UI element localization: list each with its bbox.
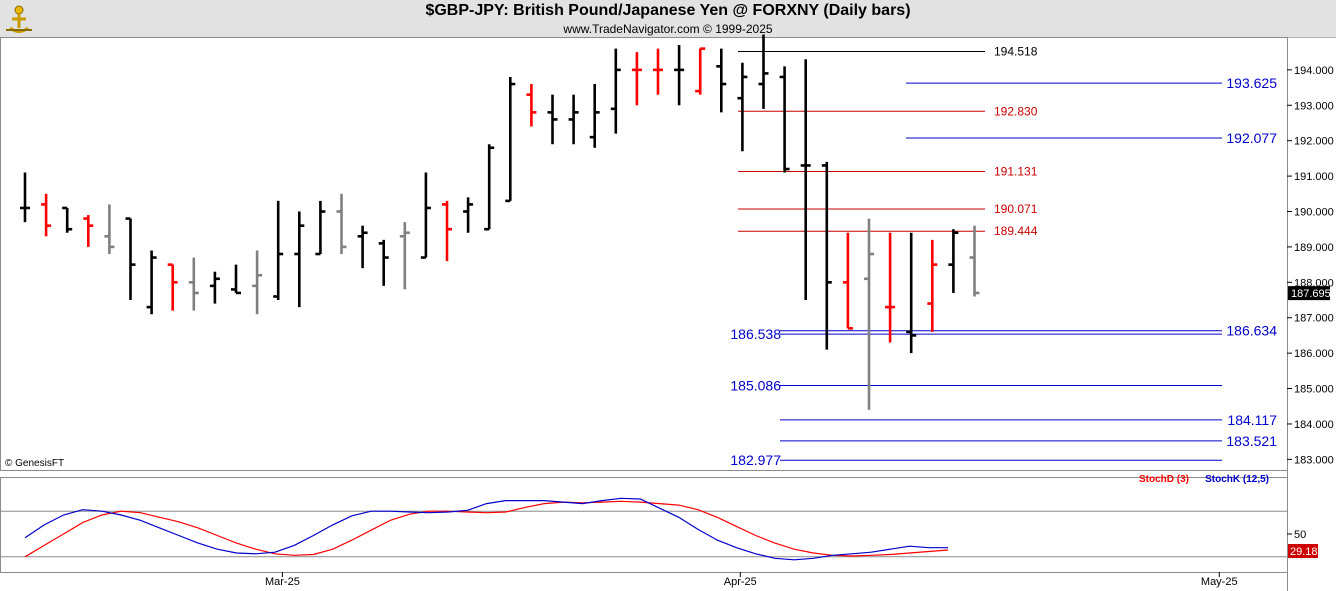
ohlc-bar (800, 59, 811, 301)
ohlc-bar (737, 62, 748, 152)
ohlc-bar (842, 232, 853, 330)
level-label: 183.521 (1226, 433, 1277, 449)
copyright-note: © GenesisFT (5, 458, 65, 469)
ohlc-bar (315, 200, 326, 256)
ohlc-bar (463, 197, 474, 233)
ohlc-bar (125, 217, 136, 301)
ohlc-bar (83, 215, 94, 247)
date-tick-label: Apr-25 (724, 576, 757, 588)
ohlc-bar (779, 66, 790, 173)
level-label: 192.830 (994, 104, 1038, 118)
price-tick-label: 183.000 (1294, 454, 1334, 466)
stochastic-panel: 50 StochD (3) StochK (12,5) 29.18 (0, 474, 1318, 561)
stoch-last-box (1288, 544, 1318, 558)
ohlc-bar (209, 271, 220, 304)
logo-icon (2, 2, 36, 34)
ohlc-bar (336, 193, 347, 254)
ohlc-bar (399, 222, 410, 290)
ohlc-bar (104, 204, 115, 254)
ohlc-bar (505, 76, 516, 203)
price-axis: 183.000184.000185.000186.000187.000188.0… (1287, 65, 1334, 466)
stoch-tick-label: 50 (1294, 529, 1306, 541)
last-price-box (1288, 286, 1330, 301)
level-label: 189.444 (994, 224, 1038, 238)
chart-title: $GBP-JPY: British Pound/Japanese Yen @ F… (425, 2, 911, 19)
ohlc-bar (695, 47, 706, 95)
level-label: 186.634 (1226, 323, 1277, 339)
ohlc-bar (927, 239, 938, 332)
stoch-series-line (24, 500, 949, 558)
ohlc-bar (62, 206, 73, 233)
ohlc-bar (231, 264, 241, 295)
ohlc-bar (631, 52, 642, 106)
ohlc-bar (357, 225, 368, 269)
ohlc-bar (526, 84, 537, 127)
level-label: 193.625 (1226, 75, 1277, 91)
price-tick-label: 189.000 (1294, 242, 1334, 254)
legend-stochk: StochK (12,5) (1205, 474, 1269, 485)
price-tick-label: 185.000 (1294, 384, 1334, 396)
ohlc-bar (188, 257, 199, 311)
ohlc-bar (167, 263, 178, 311)
ohlc-bar (420, 172, 431, 259)
level-label: 182.977 (730, 452, 781, 468)
price-panel-frame (0, 37, 1288, 471)
ohlc-bar (610, 48, 621, 134)
ohlc-bar (653, 48, 663, 95)
price-tick-label: 187.000 (1294, 313, 1334, 325)
level-label: 185.086 (730, 378, 781, 394)
ohlc-bar (41, 193, 52, 237)
last-price-marker: 187.695 (1288, 286, 1331, 301)
level-label: 186.538 (730, 326, 781, 342)
ohlc-bar (484, 144, 495, 231)
level-label: 190.071 (994, 202, 1038, 216)
ohlc-bar (146, 250, 157, 315)
ohlc-bar (252, 250, 263, 315)
ohlc-bar (378, 239, 389, 286)
ohlc-bar (864, 218, 874, 410)
ohlc-bar (716, 48, 727, 113)
ohlc-bar (547, 94, 558, 145)
ohlc-bar (674, 45, 685, 106)
ohlc-bar (589, 84, 600, 148)
date-tick-label: May-25 (1201, 576, 1238, 588)
level-lines: 194.518 193.625 192.830 192.077 191.131 190.0… (730, 45, 1277, 469)
price-tick-label: 190.000 (1294, 207, 1334, 219)
price-tick-label: 192.000 (1294, 136, 1334, 148)
ohlc-bar (273, 200, 284, 301)
ohlc-bar (294, 211, 305, 308)
price-tick-label: 184.000 (1294, 419, 1334, 431)
ohlc-bar (906, 232, 917, 354)
chart-subtitle: www.TradeNavigator.com © 1999-2025 (563, 22, 773, 36)
level-label: 191.131 (994, 164, 1038, 178)
ohlc-bar (758, 34, 769, 109)
level-label: 194.518 (994, 45, 1038, 59)
ohlc-bar (442, 200, 452, 262)
ohlc-bar (20, 172, 30, 223)
level-label: 192.077 (1226, 130, 1277, 146)
ohlc-bar (969, 225, 980, 297)
price-tick-label: 193.000 (1294, 100, 1334, 112)
stoch-last-label: 29.18 (1290, 546, 1318, 558)
chart-header: $GBP-JPY: British Pound/Japanese Yen @ F… (0, 0, 1336, 38)
date-axis: Mar-25 Apr-25 May-25 (265, 572, 1238, 588)
price-tick-label: 194.000 (1294, 65, 1334, 77)
stoch-series-line (24, 497, 948, 561)
price-tick-label: 186.000 (1294, 348, 1334, 360)
stoch-panel-frame (0, 477, 1288, 573)
legend-stochd: StochD (3) (1139, 474, 1189, 485)
level-label: 184.117 (1227, 412, 1277, 428)
last-price-label: 187.695 (1291, 288, 1331, 300)
price-tick-label: 191.000 (1294, 171, 1334, 183)
ohlc-bar (821, 161, 832, 350)
ohlc-bars (20, 34, 980, 410)
ohlc-bar (568, 94, 579, 145)
ohlc-bar (885, 232, 896, 343)
date-tick-label: Mar-25 (265, 576, 300, 588)
ohlc-bar (948, 229, 959, 293)
